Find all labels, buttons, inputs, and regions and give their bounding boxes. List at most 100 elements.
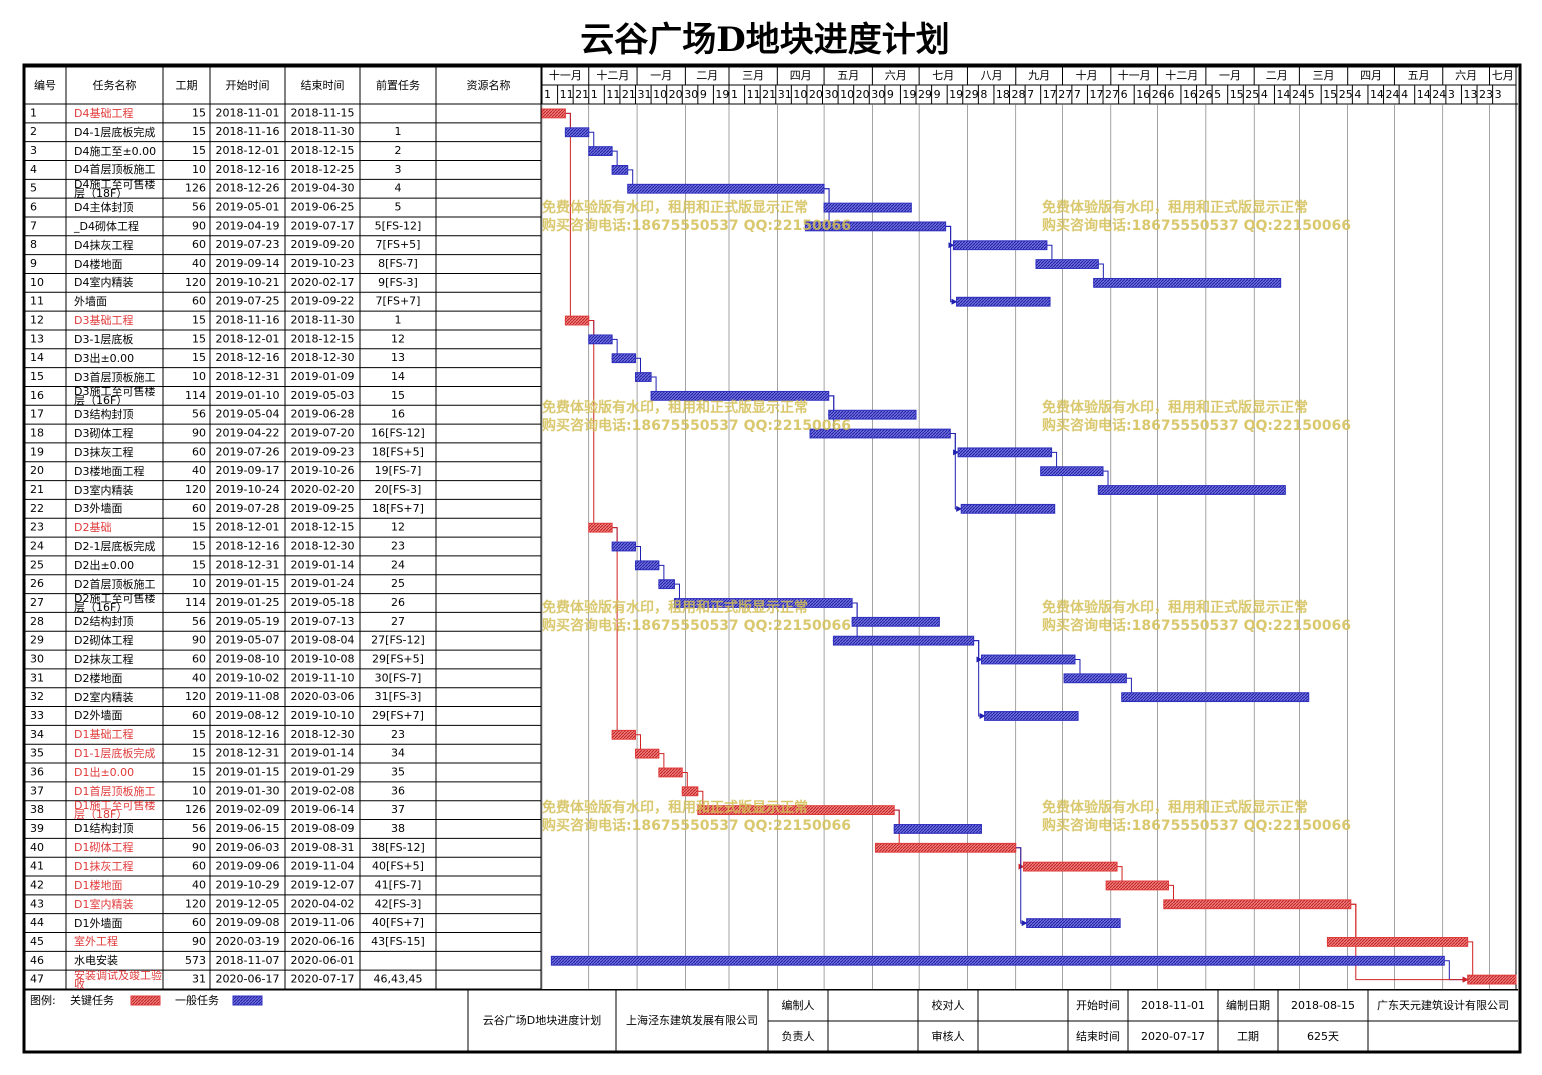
task-id: 21	[30, 483, 44, 496]
month-label: 六月	[1455, 69, 1477, 82]
column-header: 开始时间	[226, 78, 270, 92]
day-tick-label: 20	[669, 88, 683, 101]
task-duration: 60	[192, 652, 206, 665]
day-tick-label: 11	[606, 88, 620, 101]
task-start: 2019-07-23	[216, 238, 280, 251]
task-end: 2019-06-14	[291, 803, 355, 816]
task-bar	[956, 296, 1051, 307]
task-bar	[635, 560, 660, 571]
day-tick-label: 8	[980, 88, 987, 101]
task-name-cell: D1外墙面	[74, 918, 122, 929]
task-name: D4抹灰工程	[74, 238, 134, 252]
task-bar	[1026, 918, 1121, 929]
task-id: 36	[30, 765, 44, 778]
task-duration: 15	[192, 125, 206, 138]
task-id: 5	[30, 182, 37, 195]
task-name-cell: D3施工至可售楼层（16F）	[74, 386, 155, 405]
dependency-arrow	[1015, 847, 1025, 870]
task-duration: 126	[185, 182, 206, 195]
task-end: 2019-11-06	[291, 916, 355, 929]
day-tick-label: 26	[1199, 88, 1213, 101]
task-predecessor: 42[FS-3]	[375, 897, 422, 910]
task-duration: 10	[192, 370, 206, 383]
task-id: 42	[30, 878, 44, 891]
task-name: D3楼地面工程	[74, 464, 145, 478]
day-tick-label: 9	[887, 88, 894, 101]
task-name-cell: D3首层顶板施工	[74, 372, 155, 383]
task-start: 2019-04-22	[216, 427, 280, 440]
task-bar	[541, 108, 566, 119]
day-tick-label: 14	[1276, 88, 1290, 101]
task-bar	[1097, 485, 1286, 495]
task-name-cell: D3室内精装	[74, 485, 133, 496]
task-predecessor: 15	[391, 389, 405, 402]
task-duration: 126	[185, 803, 206, 816]
task-name: D1室内精装	[74, 897, 134, 911]
watermark: 购买咨询电话:18675550537 QQ:22150066	[1042, 817, 1351, 834]
task-name-cell: D2抹灰工程	[74, 654, 133, 665]
day-tick-label: 3	[1448, 88, 1455, 101]
task-end: 2019-01-24	[291, 577, 355, 590]
month-label: 三月	[1313, 69, 1335, 82]
task-end: 2019-06-28	[291, 408, 355, 421]
task-id: 28	[30, 615, 44, 628]
task-end: 2019-10-23	[291, 257, 355, 270]
task-end: 2019-10-26	[291, 464, 355, 477]
column-header: 任务名称	[93, 78, 137, 92]
day-tick-label: 4	[1261, 88, 1268, 101]
task-duration: 10	[192, 163, 206, 176]
task-end: 2018-12-30	[291, 351, 355, 364]
task-bar	[1040, 466, 1104, 477]
task-id: 40	[30, 841, 44, 854]
task-end: 2020-03-06	[291, 690, 355, 703]
month-label: 五月	[837, 69, 859, 82]
task-duration: 56	[192, 201, 206, 214]
task-name: 水电安装	[74, 954, 118, 968]
task-start: 2018-12-26	[216, 182, 280, 195]
task-name: D1抹灰工程	[74, 860, 134, 874]
task-duration: 60	[192, 295, 206, 308]
task-end: 2019-11-10	[291, 671, 355, 684]
watermark: 免费体验版有水印，租用和正式版显示正常	[1042, 599, 1308, 616]
day-tick-label: 23	[1479, 88, 1493, 101]
task-duration: 15	[192, 314, 206, 327]
task-name-cell: D2首层顶板施工	[74, 577, 156, 591]
task-name-cell: D4基础工程	[74, 108, 133, 119]
task-start: 2019-06-15	[216, 822, 280, 835]
task-id: 12	[30, 314, 44, 327]
task-predecessor: 13	[391, 351, 405, 364]
task-bar	[823, 202, 912, 213]
task-name-cell: D4室内精装	[74, 277, 133, 288]
task-id: 29	[30, 634, 44, 647]
task-predecessor: 41[FS-7]	[375, 878, 422, 891]
task-name: D2首层顶板施工	[74, 577, 156, 591]
task-end: 2018-12-15	[291, 521, 355, 534]
task-duration: 60	[192, 238, 206, 251]
task-duration: 40	[192, 671, 206, 684]
task-start: 2019-01-15	[216, 577, 280, 590]
task-name-cell: D4首层顶板施工	[74, 164, 155, 175]
task-id: 41	[30, 860, 44, 873]
task-id: 30	[30, 652, 44, 665]
day-tick-label: 9	[934, 88, 941, 101]
task-bar	[1467, 974, 1517, 985]
task-bar	[893, 824, 982, 834]
task-duration: 15	[192, 765, 206, 778]
task-start: 2019-05-01	[216, 201, 280, 214]
task-start: 2018-12-16	[216, 351, 280, 364]
day-tick-label: 24	[1386, 88, 1400, 101]
task-end: 2018-11-15	[291, 106, 355, 119]
task-name: D2楼地面	[74, 671, 123, 685]
day-tick-label: 28	[1012, 88, 1026, 101]
task-end: 2019-02-08	[291, 784, 355, 797]
task-start: 2019-09-08	[216, 916, 280, 929]
task-end: 2018-12-25	[291, 163, 355, 176]
task-start: 2019-05-19	[216, 615, 280, 628]
task-id: 31	[30, 671, 44, 684]
day-tick-label: 26	[1152, 88, 1166, 101]
dependency-arrow	[950, 433, 963, 512]
footer-text: 编制日期	[1226, 998, 1270, 1012]
task-bar	[1163, 899, 1352, 910]
task-end: 2018-11-30	[291, 125, 355, 138]
day-tick-label: 31	[778, 88, 792, 101]
